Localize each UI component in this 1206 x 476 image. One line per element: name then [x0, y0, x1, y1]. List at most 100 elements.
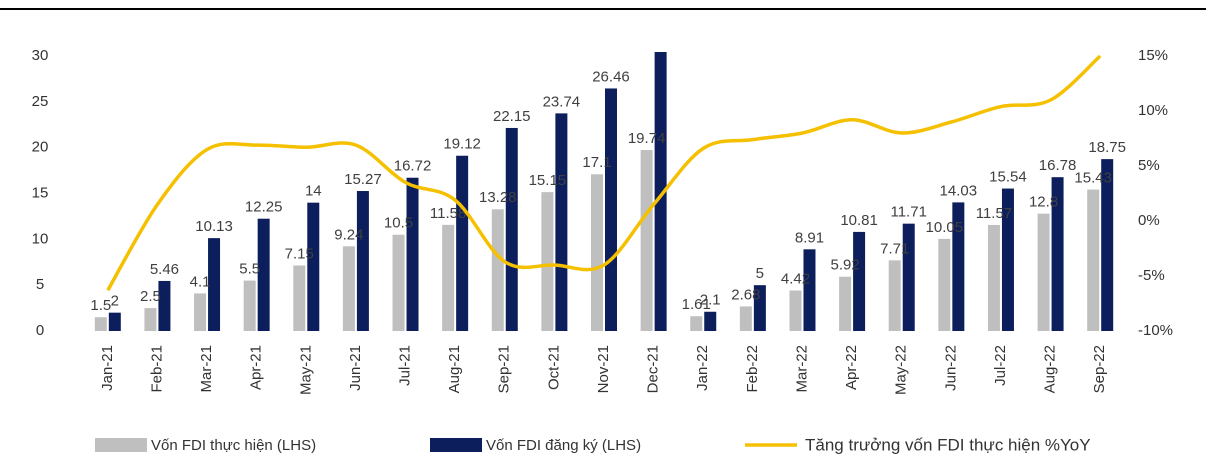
x-tick-label: Mar-22	[793, 345, 810, 393]
legend-label: Vốn FDI đăng ký (LHS)	[486, 437, 641, 454]
bar	[243, 280, 256, 331]
data-label: 5	[756, 265, 764, 282]
data-label: 13.28	[479, 189, 517, 206]
data-label: 23.74	[543, 93, 581, 110]
x-tick-label: Jun-22	[942, 345, 959, 391]
data-label: 14	[305, 183, 322, 200]
legend-swatch	[95, 438, 147, 452]
bar	[456, 155, 469, 331]
legend-label: Tăng trưởng vốn FDI thực hiện %YoY	[805, 435, 1091, 454]
data-label: 8.91	[795, 229, 824, 246]
bar	[406, 177, 419, 331]
data-label: 2.68	[731, 286, 760, 303]
data-label: 16.72	[394, 158, 432, 175]
bar	[505, 127, 518, 331]
legend-swatch	[430, 438, 482, 452]
x-tick-label: Jul-22	[992, 345, 1009, 386]
data-label: 11.71	[890, 204, 926, 221]
bar	[605, 88, 617, 331]
bar	[94, 317, 107, 331]
data-label: 19.74	[628, 130, 666, 147]
x-tick-label: May-22	[893, 345, 910, 395]
x-tick-label: Jul-21	[396, 345, 413, 386]
bar	[194, 293, 207, 331]
x-tick-label: May-21	[297, 345, 314, 395]
y2-tick-label: 5%	[1138, 157, 1160, 174]
data-label: 12.25	[245, 199, 283, 216]
data-label: 2	[111, 293, 119, 310]
data-label: 10.05	[926, 219, 964, 236]
bar	[342, 246, 355, 331]
data-label: 5.46	[150, 261, 179, 278]
data-label: 7.15	[285, 245, 314, 262]
bar	[208, 238, 221, 331]
x-tick-label: Feb-21	[148, 345, 165, 393]
y-tick-label: 15	[32, 184, 49, 201]
data-label: 2.1	[700, 292, 721, 309]
legend-label: Vốn FDI thực hiện (LHS)	[151, 437, 316, 454]
bar	[640, 150, 653, 331]
bar	[888, 260, 901, 331]
line	[106, 54, 1102, 292]
bar	[739, 306, 752, 331]
x-tick-label: Jan-22	[694, 345, 711, 391]
bar	[541, 192, 554, 331]
data-label: 9.24	[334, 226, 363, 243]
y-tick-label: 0	[36, 322, 44, 339]
data-label: 15.27	[344, 171, 382, 188]
y2-tick-label: 10%	[1138, 102, 1168, 119]
x-tick-label: Aug-21	[446, 345, 463, 393]
data-label: 19.12	[443, 136, 481, 153]
y-tick-label: 25	[32, 93, 49, 110]
bar	[1037, 213, 1050, 331]
bar	[952, 202, 965, 331]
y-tick-label: 5	[36, 276, 44, 293]
bar	[753, 285, 766, 331]
data-label: 2.5	[140, 288, 161, 305]
data-label: 10.5	[384, 215, 413, 232]
data-label: 15.15	[529, 172, 567, 189]
y-tick-label: 10	[32, 230, 49, 247]
bar	[690, 316, 703, 331]
x-tick-label: Apr-21	[248, 345, 265, 390]
data-label: 5.92	[830, 257, 859, 274]
bar	[293, 265, 306, 331]
data-label: 1.5	[90, 297, 111, 314]
y2-tick-label: 15%	[1138, 47, 1168, 64]
bar	[392, 234, 405, 331]
bar	[591, 174, 603, 331]
data-label: 18.75	[1088, 139, 1126, 156]
bar	[1101, 159, 1114, 331]
data-label: 26.46	[592, 68, 630, 85]
data-label: 15.43	[1074, 170, 1112, 187]
bar	[555, 113, 568, 331]
data-label: 11.58	[430, 205, 466, 222]
data-label: 17.1	[582, 154, 611, 171]
bar	[803, 249, 816, 331]
x-tick-label: Oct-21	[545, 345, 562, 390]
x-tick-label: Sep-22	[1091, 345, 1108, 393]
data-label: 10.13	[195, 218, 233, 235]
bar	[257, 218, 270, 331]
data-label: 22.15	[493, 108, 531, 125]
bar	[987, 224, 1000, 331]
x-tick-label: Jan-21	[99, 345, 116, 391]
bar	[1001, 188, 1014, 331]
data-label: 16.78	[1039, 157, 1077, 174]
data-label: 5.5	[239, 261, 260, 278]
bar	[654, 52, 667, 331]
bar	[108, 312, 121, 331]
data-label: 11.57	[976, 205, 1012, 222]
bar	[1087, 189, 1100, 331]
y2-tick-label: 0%	[1138, 212, 1160, 229]
bar	[158, 280, 171, 331]
data-label: 1.61	[682, 296, 711, 313]
y2-tick-label: -10%	[1138, 322, 1173, 339]
bar	[839, 276, 852, 331]
data-label: 12.8	[1029, 194, 1058, 211]
y2-tick-label: -5%	[1138, 267, 1165, 284]
data-label: 14.03	[940, 182, 978, 199]
bar	[789, 290, 802, 331]
data-label: 15.54	[989, 169, 1027, 186]
